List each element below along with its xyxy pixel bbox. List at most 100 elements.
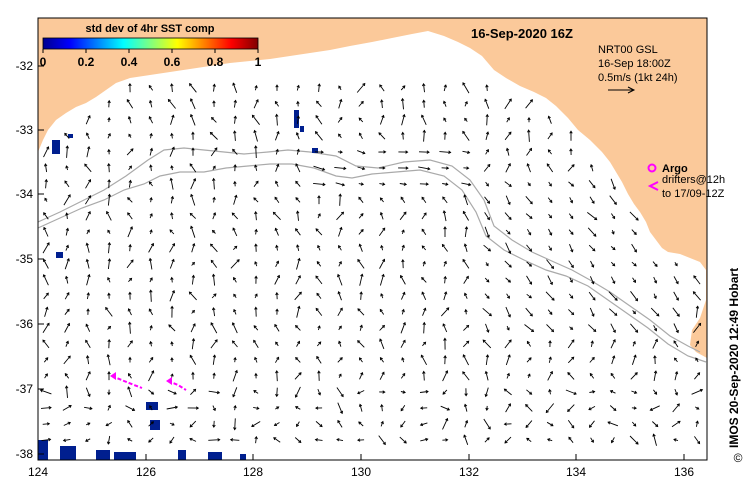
current-vector-head [107,338,111,343]
current-vector-head [443,131,447,135]
current-vector-head [507,201,511,206]
current-vector-head [191,337,196,342]
current-vector [230,259,240,269]
current-vector-head [550,329,555,333]
current-vector-head [170,357,174,361]
current-vector-head [445,417,449,422]
current-vector [84,163,92,173]
current-vector [313,182,325,186]
current-vector-head [212,177,216,182]
sst-patch [300,126,304,132]
current-vector-head [485,131,490,135]
current-vector [86,274,90,286]
current-vector [253,197,259,203]
current-vector-head [426,150,430,154]
current-vector-head [550,423,554,427]
current-vector [504,212,512,220]
current-vector-head [107,193,112,197]
current-vector-head [359,357,362,361]
current-vector-head [484,393,488,398]
current-vector [463,211,469,221]
current-vector-head [66,292,70,296]
current-vector-head [316,261,320,265]
current-vector-head [635,441,639,445]
current-vector [336,438,344,442]
current-vector [336,387,344,397]
current-vector-head [508,98,512,102]
current-vector-head [634,390,638,394]
current-vector [63,422,71,426]
current-vector-head [232,148,236,152]
current-vector [505,229,511,235]
current-vector [462,150,470,154]
current-vector [504,260,512,268]
current-vector [105,422,113,426]
current-vector-head [85,355,90,359]
current-vector [567,404,575,412]
current-vector-head [127,115,132,120]
drifter-head-icon [166,377,172,385]
current-vector [337,117,343,123]
current-vector-head [107,258,112,262]
current-vector [568,213,574,219]
current-vector-head [275,260,280,264]
current-vector [588,180,596,188]
current-vector [149,100,153,108]
current-vector [484,226,490,238]
current-vector-head [528,295,532,299]
current-vector-head [442,391,446,395]
current-vector-head [674,392,679,396]
current-vector-head [316,355,320,360]
current-vector-head [527,129,531,133]
current-vector-head [62,438,67,443]
current-vector-head [380,420,384,425]
current-vector-head [128,373,131,377]
current-vector-head [233,276,237,281]
current-vector-head [654,391,658,395]
current-vector-head [445,438,449,442]
current-vector [338,341,342,347]
current-vector-head [191,371,195,375]
current-vector-head [400,424,404,428]
current-vector [423,371,425,381]
current-vector [547,197,553,203]
current-vector [631,229,637,235]
current-vector-head [508,250,512,255]
current-vector [190,114,196,126]
current-vector [274,422,280,426]
current-vector-head [276,130,280,135]
current-vector [378,227,386,237]
current-vector-head [380,99,384,103]
current-vector [234,418,236,430]
current-vector-head [295,163,299,167]
current-vector-head [593,328,597,332]
current-vector-head [314,131,319,135]
current-vector-head [527,183,531,187]
current-vector [255,436,257,444]
current-vector-head [211,229,216,234]
sst-patch [60,446,76,460]
current-vector [233,277,237,283]
current-vector [674,388,678,396]
current-vector-head [592,390,596,394]
current-vector [695,340,699,348]
current-vector-head [399,274,404,279]
current-vector [189,438,197,442]
current-vector-head [570,183,575,187]
current-vector-head [107,325,112,330]
current-vector [653,276,657,284]
current-vector-head [210,322,214,326]
current-vector-head [463,243,468,247]
current-vector [399,183,407,185]
current-vector [64,292,70,300]
current-vector-head [360,213,364,217]
current-vector-head [126,98,130,103]
current-vector-head [232,82,236,86]
current-vector-head [255,99,259,103]
current-vector-head [233,427,237,431]
current-vector-head [655,423,659,428]
current-vector-head [42,274,46,278]
current-vector-head [337,291,341,295]
current-vector [525,307,533,317]
current-vector-head [43,212,47,216]
